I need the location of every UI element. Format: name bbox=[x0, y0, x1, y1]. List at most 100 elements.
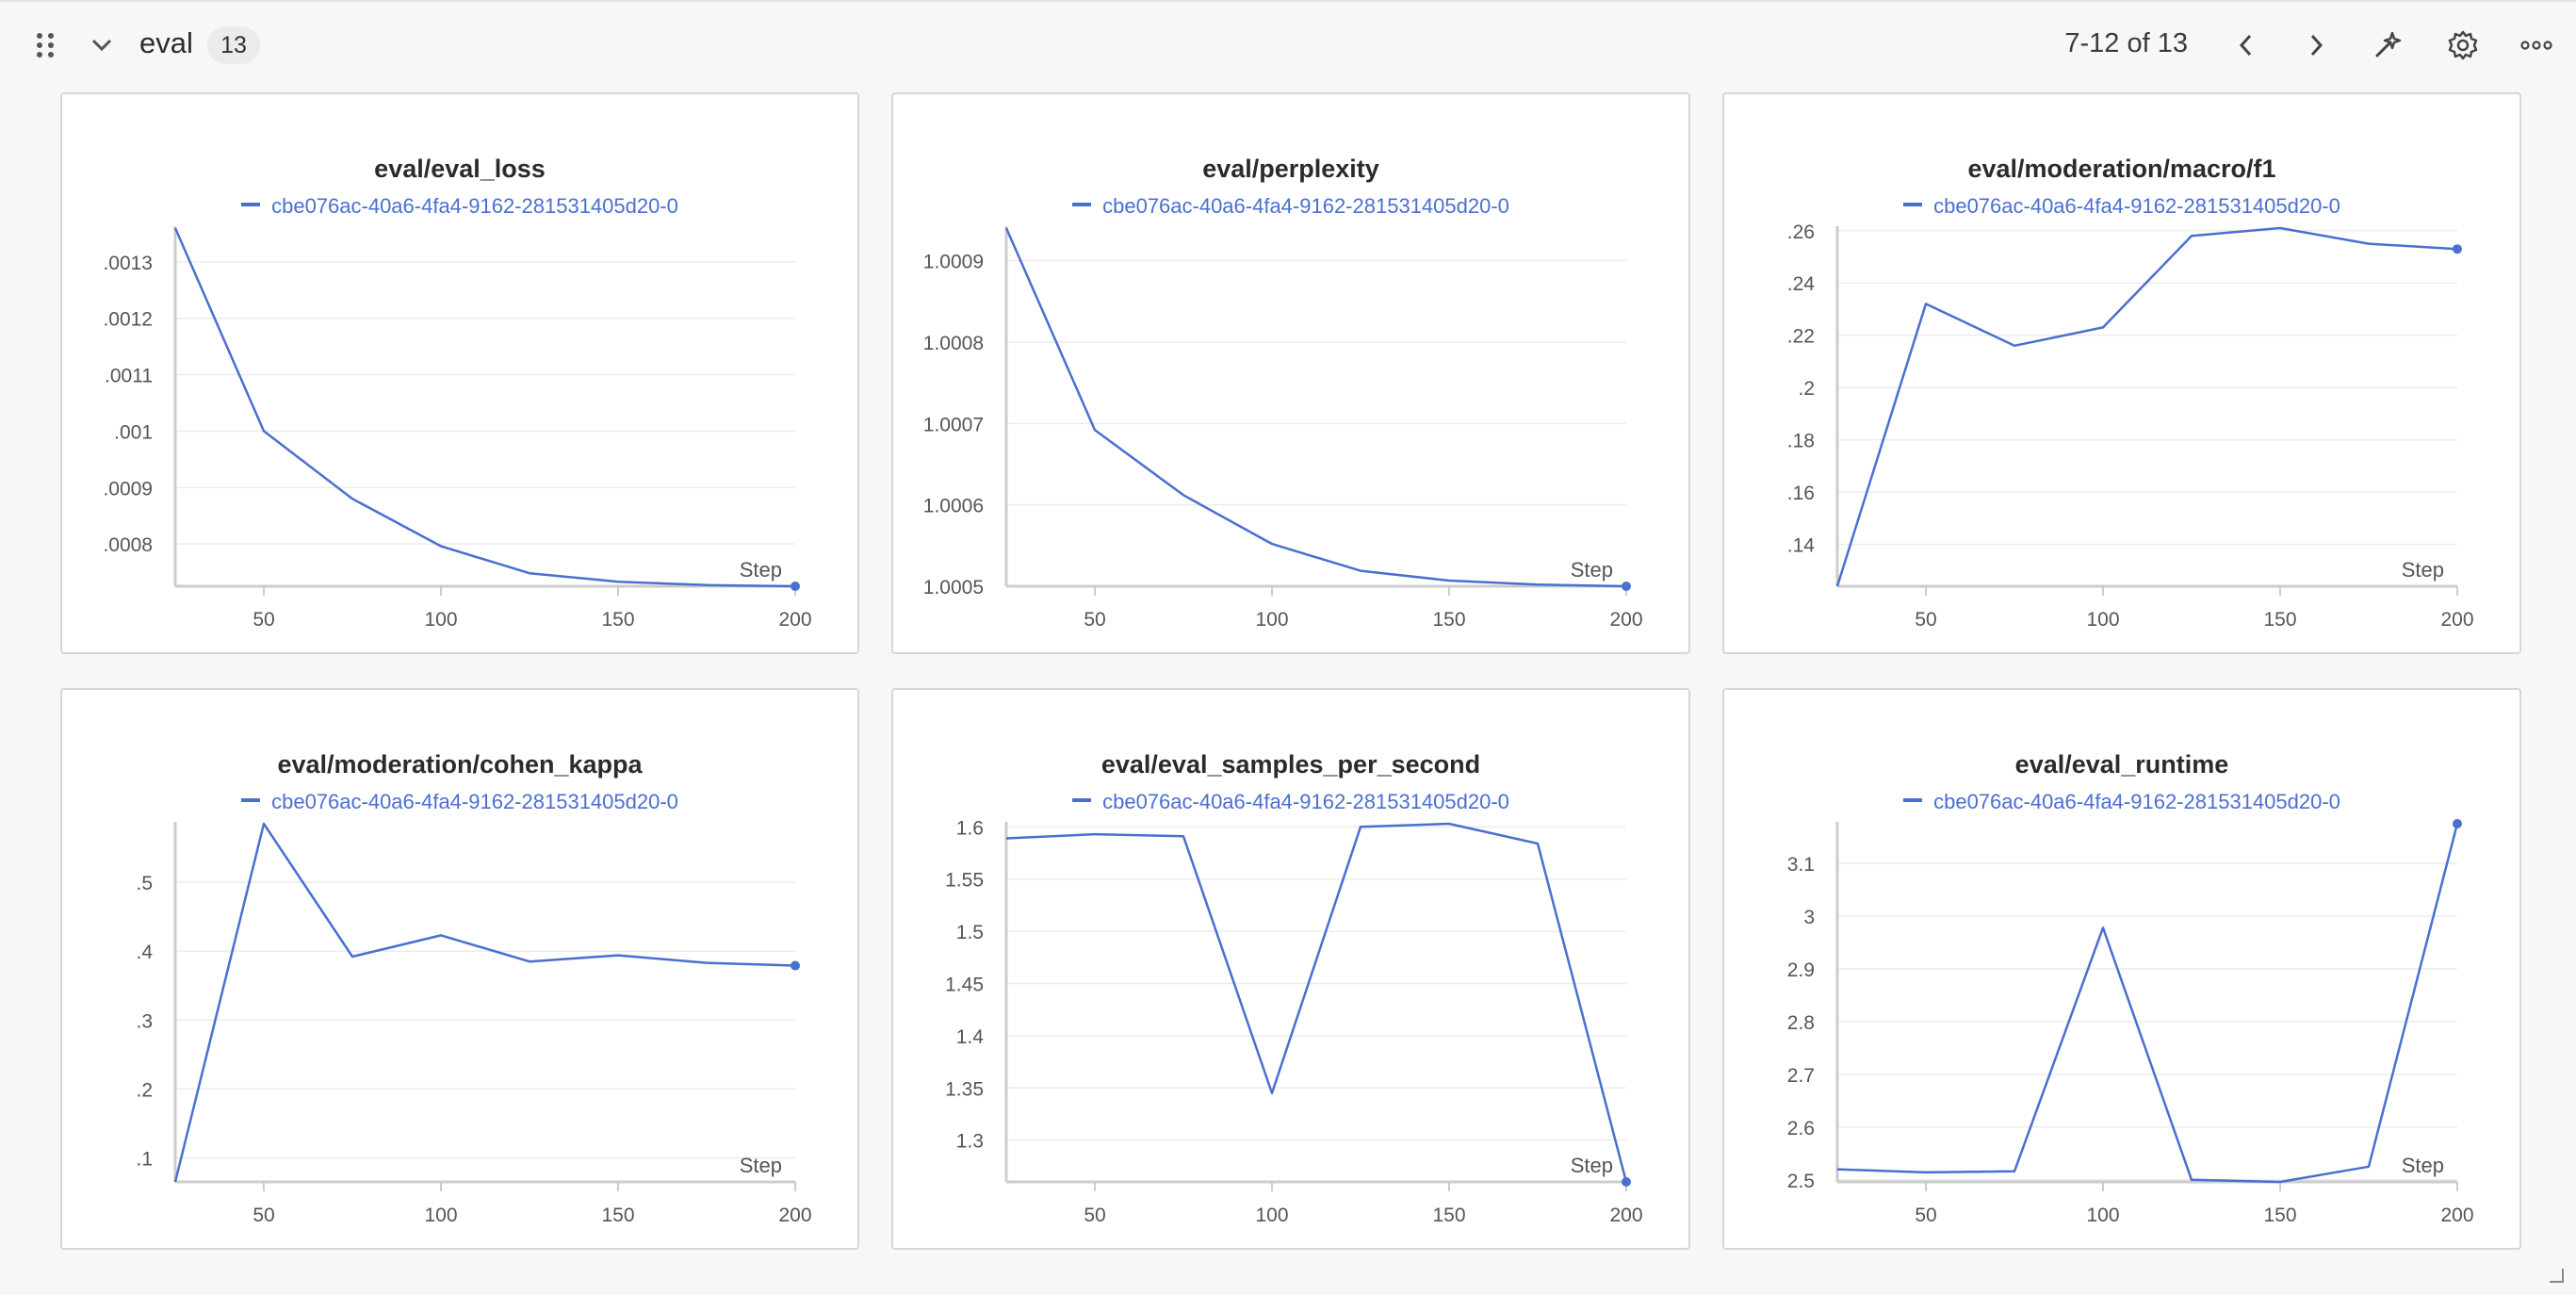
section-title[interactable]: eval bbox=[139, 26, 193, 59]
line-chart[interactable]: 2.5 2.6 2.7 2.8 2.9 3 3.1 50 100 150 200 Step bbox=[1724, 690, 2523, 1252]
x-tick-label: 50 bbox=[253, 609, 274, 631]
chart-legend: cbe076ac-40a6-4fa4-9162-281531405d20-0 bbox=[62, 194, 857, 219]
chart-panel[interactable]: eval/perplexity cbe076ac-40a6-4fa4-9162-… bbox=[891, 92, 1690, 654]
legend-swatch bbox=[1903, 203, 1923, 207]
chevron-right-icon[interactable] bbox=[2299, 28, 2333, 62]
y-tick-label: 1.0006 bbox=[923, 496, 984, 517]
y-tick-label: .0008 bbox=[103, 534, 153, 556]
resize-handle-icon[interactable] bbox=[2548, 1267, 2565, 1284]
y-tick-label: 1.6 bbox=[956, 817, 984, 839]
y-tick-label: 3.1 bbox=[1787, 854, 1815, 876]
legend-swatch bbox=[1072, 203, 1092, 207]
y-tick-label: 3 bbox=[1803, 907, 1815, 928]
chart-panel[interactable]: eval/eval_loss cbe076ac-40a6-4fa4-9162-2… bbox=[60, 92, 859, 654]
y-tick-label: 2.7 bbox=[1787, 1065, 1815, 1087]
x-tick-label: 100 bbox=[1255, 1205, 1288, 1226]
x-axis-label: Step bbox=[740, 558, 782, 582]
x-tick-label: 100 bbox=[2086, 1205, 2119, 1226]
x-tick-label: 200 bbox=[2440, 1205, 2473, 1226]
y-tick-label: 1.3 bbox=[956, 1131, 984, 1153]
series-line bbox=[173, 822, 796, 1183]
chart-legend: cbe076ac-40a6-4fa4-9162-281531405d20-0 bbox=[62, 790, 857, 814]
gear-icon[interactable] bbox=[2444, 26, 2482, 64]
chart-legend: cbe076ac-40a6-4fa4-9162-281531405d20-0 bbox=[893, 790, 1688, 814]
y-tick-label: .14 bbox=[1787, 535, 1816, 557]
legend-label: cbe076ac-40a6-4fa4-9162-281531405d20-0 bbox=[271, 790, 678, 813]
chevron-down-icon[interactable] bbox=[85, 28, 119, 62]
y-tick-label: 1.0007 bbox=[923, 414, 984, 435]
x-tick-label: 150 bbox=[2263, 609, 2296, 631]
y-tick-label: 2.8 bbox=[1787, 1012, 1815, 1034]
y-tick-label: .3 bbox=[136, 1010, 153, 1032]
top-border bbox=[0, 0, 2576, 2]
y-tick-label: .2 bbox=[1798, 378, 1815, 400]
chart-title: eval/moderation/cohen_kappa bbox=[277, 750, 643, 779]
y-tick-label: .26 bbox=[1787, 221, 1815, 243]
legend-swatch bbox=[241, 203, 261, 207]
y-tick-label: .4 bbox=[136, 942, 153, 963]
legend-label: cbe076ac-40a6-4fa4-9162-281531405d20-0 bbox=[1102, 194, 1509, 218]
y-tick-label: 1.0009 bbox=[923, 252, 984, 273]
line-chart[interactable]: 1.0005 1.0006 1.0007 1.0008 1.0009 50 100 150 20… bbox=[893, 94, 1692, 656]
line-chart[interactable]: .1 .2 .3 .4 .5 50 100 150 200 Step bbox=[62, 690, 861, 1252]
magic-wand-icon[interactable] bbox=[2369, 26, 2406, 64]
x-tick-label: 150 bbox=[1432, 609, 1465, 631]
x-tick-label: 100 bbox=[424, 1205, 457, 1226]
chart-panel[interactable]: eval/eval_runtime cbe076ac-40a6-4fa4-916… bbox=[1722, 688, 2521, 1250]
pagination-label: 7-12 of 13 bbox=[2064, 28, 2188, 58]
y-tick-label: .001 bbox=[114, 421, 153, 443]
chart-panel[interactable]: eval/moderation/cohen_kappa cbe076ac-40a… bbox=[60, 688, 859, 1250]
series-line bbox=[173, 227, 796, 588]
line-chart[interactable]: 1.3 1.35 1.4 1.45 1.5 1.55 1.6 50 100 150 200 Step bbox=[893, 690, 1692, 1252]
y-tick-label: 2.9 bbox=[1787, 959, 1815, 981]
chart-panel[interactable]: eval/eval_samples_per_second cbe076ac-40… bbox=[891, 688, 1690, 1250]
x-tick-label: 150 bbox=[2263, 1205, 2296, 1226]
y-tick-label: .16 bbox=[1787, 483, 1815, 504]
x-tick-label: 100 bbox=[424, 609, 457, 631]
x-tick-label: 200 bbox=[1609, 1205, 1642, 1226]
chart-title: eval/eval_runtime bbox=[2014, 750, 2229, 779]
line-chart[interactable]: .0008 .0009 .001 .0011 .0012 .0013 50 100 150 200… bbox=[62, 94, 861, 656]
chart-legend: cbe076ac-40a6-4fa4-9162-281531405d20-0 bbox=[1724, 194, 2519, 219]
more-horizontal-icon[interactable] bbox=[2516, 26, 2557, 64]
legend-label: cbe076ac-40a6-4fa4-9162-281531405d20-0 bbox=[1933, 790, 2340, 813]
chart-title: eval/eval_samples_per_second bbox=[1101, 750, 1481, 779]
x-tick-label: 50 bbox=[1915, 609, 1936, 631]
x-tick-label: 100 bbox=[1255, 609, 1288, 631]
legend-label: cbe076ac-40a6-4fa4-9162-281531405d20-0 bbox=[1933, 194, 2340, 218]
y-tick-label: .24 bbox=[1787, 273, 1816, 295]
chevron-left-icon[interactable] bbox=[2229, 28, 2263, 62]
series-line bbox=[1004, 227, 1627, 588]
line-chart[interactable]: .14 .16 .18 .2 .22 .24 .26 50 100 150 200 Step bbox=[1724, 94, 2523, 656]
chart-panel[interactable]: eval/moderation/macro/f1 cbe076ac-40a6-4… bbox=[1722, 92, 2521, 654]
x-tick-label: 200 bbox=[778, 1205, 811, 1226]
x-tick-label: 50 bbox=[253, 1205, 274, 1226]
x-axis-label: Step bbox=[1571, 558, 1613, 582]
x-axis-label: Step bbox=[2402, 1154, 2444, 1177]
x-tick-label: 50 bbox=[1915, 1205, 1936, 1226]
y-tick-label: .22 bbox=[1787, 326, 1815, 348]
x-tick-label: 200 bbox=[1609, 609, 1642, 631]
x-tick-label: 150 bbox=[601, 1205, 634, 1226]
y-tick-label: 1.5 bbox=[956, 922, 984, 943]
drag-handle-icon[interactable] bbox=[28, 28, 62, 62]
legend-label: cbe076ac-40a6-4fa4-9162-281531405d20-0 bbox=[271, 194, 678, 218]
chart-legend: cbe076ac-40a6-4fa4-9162-281531405d20-0 bbox=[1724, 790, 2519, 814]
y-tick-label: 1.0008 bbox=[923, 333, 984, 354]
x-axis-label: Step bbox=[1571, 1154, 1613, 1177]
legend-swatch bbox=[241, 798, 261, 803]
last-point-marker bbox=[791, 960, 800, 971]
x-tick-label: 150 bbox=[1432, 1205, 1465, 1226]
chart-title: eval/eval_loss bbox=[374, 155, 546, 183]
y-tick-label: 1.45 bbox=[945, 975, 984, 996]
x-tick-label: 150 bbox=[601, 609, 634, 631]
y-tick-label: .2 bbox=[136, 1079, 153, 1101]
last-point-marker bbox=[1622, 582, 1631, 591]
chart-title: eval/moderation/macro/f1 bbox=[1967, 155, 2276, 183]
chart-title: eval/perplexity bbox=[1202, 155, 1379, 183]
last-point-marker bbox=[2453, 244, 2462, 254]
section-header: eval 13 7-12 of 13 bbox=[0, 0, 2576, 90]
y-tick-label: 2.6 bbox=[1787, 1118, 1815, 1139]
x-tick-label: 200 bbox=[778, 609, 811, 631]
y-tick-label: .5 bbox=[136, 873, 153, 894]
